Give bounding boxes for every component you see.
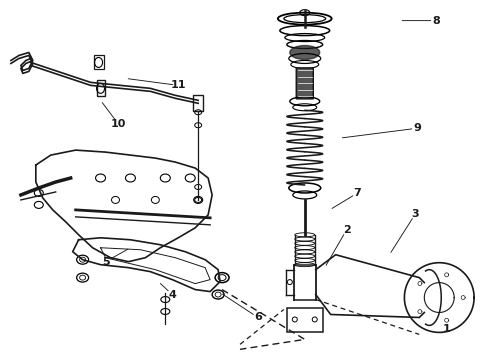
Text: 10: 10 xyxy=(111,119,126,129)
Bar xyxy=(287,307,323,332)
FancyBboxPatch shape xyxy=(296,68,313,99)
Bar xyxy=(97,80,104,96)
Ellipse shape xyxy=(290,45,319,59)
Text: 8: 8 xyxy=(432,15,440,26)
Text: 1: 1 xyxy=(442,324,450,334)
Text: 3: 3 xyxy=(412,209,419,219)
Text: 6: 6 xyxy=(254,312,262,323)
Text: 7: 7 xyxy=(354,188,362,198)
Text: 2: 2 xyxy=(343,225,350,235)
Text: 5: 5 xyxy=(102,257,109,267)
Text: 4: 4 xyxy=(169,289,176,300)
Bar xyxy=(193,95,203,111)
Text: 9: 9 xyxy=(414,123,421,133)
Text: 11: 11 xyxy=(171,80,186,90)
Bar xyxy=(94,55,103,69)
